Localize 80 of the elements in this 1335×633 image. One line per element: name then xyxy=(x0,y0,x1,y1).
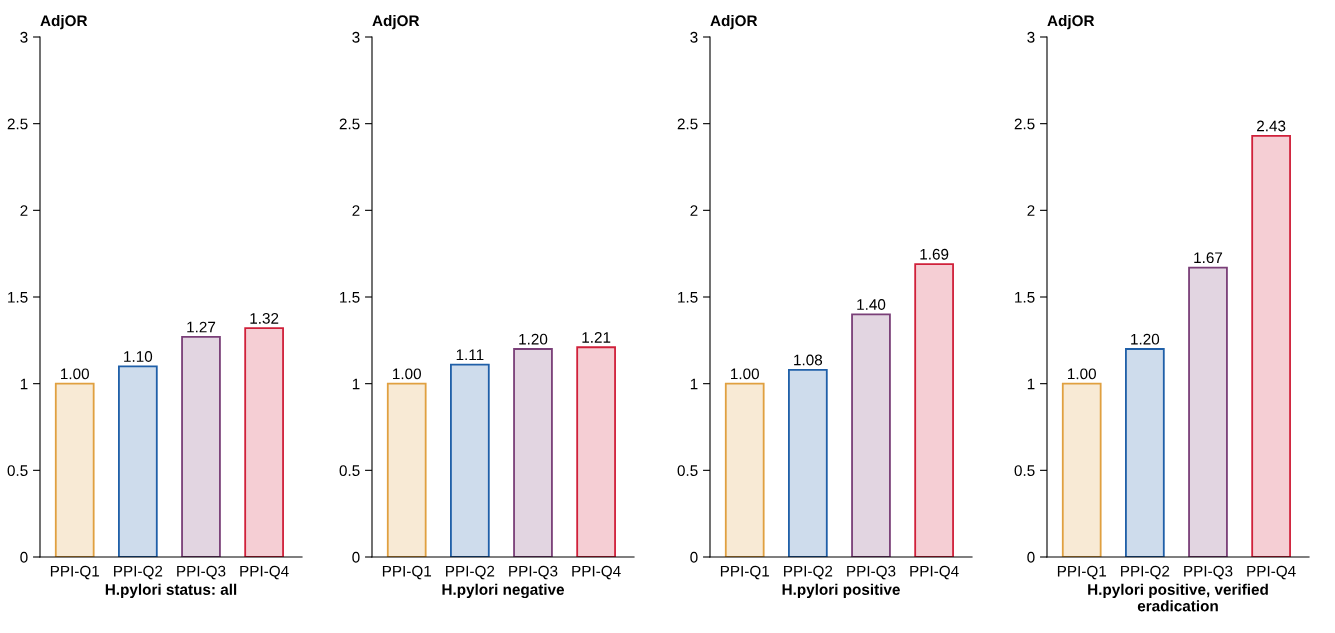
data-label: 1.27 xyxy=(187,321,216,333)
x-axis-title: H.pylori positive, verified eradication xyxy=(1088,583,1268,612)
x-tick-label: PPI-Q2 xyxy=(114,565,163,580)
bar xyxy=(724,382,765,557)
data-label: 1.20 xyxy=(1131,333,1160,345)
y-axis-title: AdjOR xyxy=(372,14,420,30)
y-tick-label: 0 xyxy=(20,551,28,563)
y-tick-label: 2.5 xyxy=(339,118,360,130)
data-label: 1.69 xyxy=(920,248,949,260)
data-label: 1.00 xyxy=(61,368,89,380)
y-tick-label: 2.5 xyxy=(1014,118,1035,130)
y-axis-title: AdjOR xyxy=(40,14,88,30)
x-tick-label: PPI-Q4 xyxy=(910,565,959,580)
y-tick-label: 3 xyxy=(1027,31,1035,43)
data-label: 1.20 xyxy=(519,333,548,345)
bar xyxy=(118,365,158,557)
y-tick-label: 1.5 xyxy=(678,292,698,303)
y-tick-label: 2.5 xyxy=(7,118,28,130)
x-tick-label: PPI-Q4 xyxy=(1247,565,1296,580)
data-label: 1.21 xyxy=(582,332,611,343)
y-tick-label: 1.5 xyxy=(1015,292,1035,303)
y-tick-label: 0.5 xyxy=(339,465,360,477)
bar xyxy=(788,368,828,557)
y-tick-label: 0 xyxy=(1027,551,1035,563)
data-label: 1.00 xyxy=(393,368,421,380)
x-axis-title: H.pylori negative xyxy=(442,583,565,599)
y-tick-label: 2.5 xyxy=(677,118,698,130)
data-label: 1.10 xyxy=(124,351,153,362)
x-tick-label: PPI-Q3 xyxy=(1184,565,1233,580)
bar xyxy=(851,313,891,557)
y-tick-label: 0.5 xyxy=(677,465,698,477)
y-tick-label: 1 xyxy=(20,378,28,390)
y-tick-label: 3 xyxy=(690,31,698,43)
y-tick-label: 2 xyxy=(20,205,28,216)
y-axis-title: AdjOR xyxy=(1047,14,1095,30)
bar xyxy=(1061,382,1102,557)
x-tick-label: PPI-Q4 xyxy=(572,565,621,580)
data-label: 1.00 xyxy=(731,368,759,380)
x-tick-label: PPI-Q3 xyxy=(177,565,226,580)
bar xyxy=(1188,266,1228,557)
y-tick-label: 0 xyxy=(352,551,360,563)
data-label: 1.08 xyxy=(794,354,823,366)
x-tick-label: PPI-Q3 xyxy=(847,565,896,580)
y-tick-label: 0.5 xyxy=(7,465,28,477)
x-tick-label: PPI-Q2 xyxy=(784,565,833,580)
y-axis-title: AdjOR xyxy=(710,14,758,30)
bar xyxy=(1125,348,1165,557)
y-tick-label: 0 xyxy=(690,551,698,563)
y-tick-label: 2 xyxy=(1027,205,1035,216)
data-label: 1.32 xyxy=(250,312,279,324)
y-tick-label: 3 xyxy=(352,31,360,43)
x-axis-title: H.pylori positive xyxy=(782,583,900,598)
data-label: 1.67 xyxy=(1194,252,1223,264)
x-tick-label: PPI-Q3 xyxy=(509,565,558,580)
data-label: 2.43 xyxy=(1257,120,1286,132)
y-tick-label: 1 xyxy=(690,378,698,390)
x-tick-label: PPI-Q1 xyxy=(1057,565,1107,580)
x-axis-title: H.pylori status: all xyxy=(105,583,237,598)
bar xyxy=(181,335,221,557)
y-tick-label: 1 xyxy=(1027,378,1035,390)
x-tick-label: PPI-Q1 xyxy=(50,565,100,580)
data-label: 1.11 xyxy=(456,349,484,361)
bar xyxy=(914,263,954,557)
y-tick-label: 2 xyxy=(352,205,360,216)
y-tick-label: 3 xyxy=(20,31,28,43)
y-tick-label: 2 xyxy=(690,205,698,216)
x-tick-label: PPI-Q2 xyxy=(1121,565,1170,580)
bar xyxy=(244,327,284,557)
bar xyxy=(1251,134,1291,557)
x-tick-label: PPI-Q2 xyxy=(446,565,495,580)
y-tick-label: 0.5 xyxy=(1014,465,1035,477)
data-label: 1.00 xyxy=(1068,368,1096,380)
x-tick-label: PPI-Q1 xyxy=(720,565,770,580)
x-tick-label: PPI-Q1 xyxy=(382,565,432,580)
x-tick-label: PPI-Q4 xyxy=(240,565,289,580)
y-tick-label: 1.5 xyxy=(340,292,360,303)
y-tick-label: 1 xyxy=(352,378,360,390)
y-tick-label: 1.5 xyxy=(8,292,28,303)
bar xyxy=(54,382,95,557)
data-label: 1.40 xyxy=(857,299,886,310)
